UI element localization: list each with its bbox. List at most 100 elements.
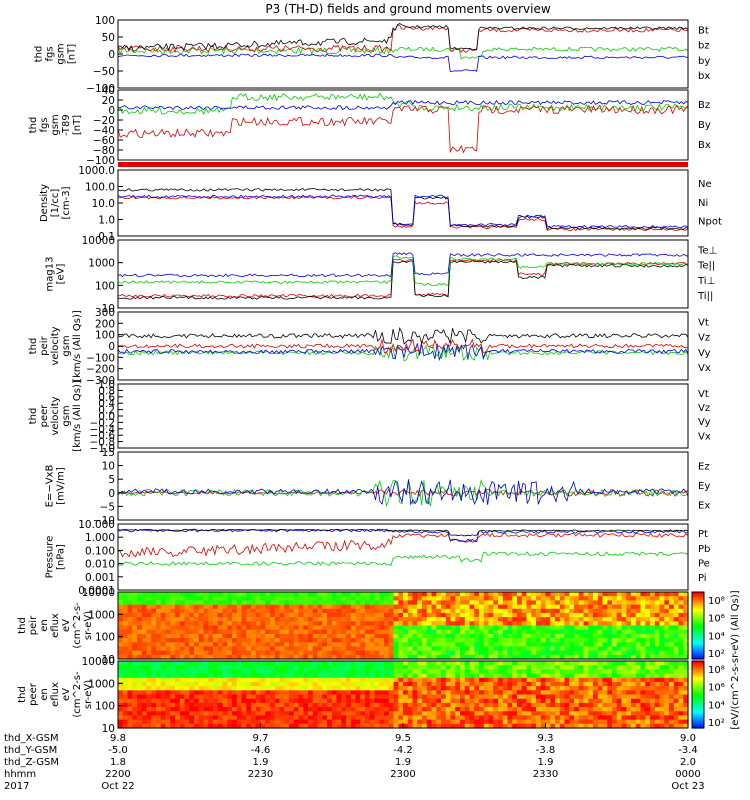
spectrogram-cell xyxy=(502,650,509,656)
spectrogram-cell xyxy=(184,617,190,622)
spectrogram-cell xyxy=(146,646,152,652)
spectrogram-cell xyxy=(379,642,385,648)
spectrogram-cell xyxy=(312,625,319,631)
spectrogram-cell xyxy=(232,677,238,683)
spectrogram-cell xyxy=(217,621,224,627)
spectrogram-cell xyxy=(203,650,209,656)
spectrogram-cell xyxy=(265,600,271,606)
spectrogram-cell xyxy=(165,698,171,704)
spectrogram-cell xyxy=(293,677,300,683)
spectrogram-cell xyxy=(374,698,380,704)
spectrogram-cell xyxy=(137,661,143,666)
spectrogram-cell xyxy=(422,673,428,679)
spectrogram-cell xyxy=(251,681,257,687)
spectrogram-cell xyxy=(137,612,143,618)
spectrogram-cell xyxy=(431,702,437,708)
spectrogram-cell xyxy=(426,719,433,725)
spectrogram-cell xyxy=(616,661,623,666)
spectrogram-cell xyxy=(232,625,238,631)
spectrogram-cell xyxy=(417,711,423,717)
spectrogram-cell xyxy=(189,698,195,704)
spectrogram-cell xyxy=(635,661,642,666)
spectrogram-cell xyxy=(132,629,138,635)
spectrogram-cell xyxy=(151,702,157,708)
legend-Vt: Vt xyxy=(698,318,709,329)
spectrogram-cell xyxy=(365,723,371,729)
spectrogram-cell xyxy=(493,625,499,631)
spectrogram-cell xyxy=(388,669,395,675)
spectrogram-cell xyxy=(175,673,181,679)
spectrogram-cell xyxy=(118,715,124,721)
spectrogram-cell xyxy=(146,642,152,648)
spectrogram-cell xyxy=(645,612,651,618)
spectrogram-cell xyxy=(464,669,471,675)
spectrogram-cell xyxy=(545,661,551,666)
spectrogram-cell xyxy=(517,690,523,696)
spectrogram-cell xyxy=(441,617,447,622)
spectrogram-cell xyxy=(222,690,228,696)
spectrogram-cell xyxy=(270,650,276,656)
spectrogram-cell xyxy=(426,629,433,635)
spectrogram-cell xyxy=(327,698,333,704)
spectrogram-cell xyxy=(317,625,323,631)
spectrogram-cell xyxy=(588,677,594,683)
spectrogram-cell xyxy=(631,681,637,687)
spectrogram-cell xyxy=(122,702,129,708)
spectrogram-cell xyxy=(151,600,157,606)
spectrogram-cell xyxy=(198,608,205,614)
spectrogram-cell xyxy=(593,681,599,687)
time-row-label: 2017 xyxy=(4,781,29,792)
spectrogram-cell xyxy=(555,673,561,679)
spectrogram-cell xyxy=(355,621,361,627)
spectrogram-cell xyxy=(555,633,561,639)
spectrogram-cell xyxy=(322,690,328,696)
spectrogram-cell xyxy=(274,625,281,631)
spectrogram-cell xyxy=(260,604,266,610)
spectrogram-cell xyxy=(388,707,395,712)
spectrogram-cell xyxy=(160,629,167,635)
spectrogram-cell xyxy=(355,690,361,696)
spectrogram-cell xyxy=(398,707,404,712)
spectrogram-cell xyxy=(132,650,138,656)
spectrogram-cell xyxy=(289,617,295,622)
spectrogram-cell xyxy=(346,715,352,721)
spectrogram-cell xyxy=(545,621,551,627)
legend-By: By xyxy=(698,120,711,131)
colorbar-tick-label: 10⁶ xyxy=(708,683,725,694)
spectrogram-cell xyxy=(341,654,347,660)
spectrogram-cell xyxy=(583,669,589,675)
spectrogram-cell xyxy=(374,600,380,606)
spectrogram-cell xyxy=(426,673,433,679)
colorbar-cell xyxy=(692,602,704,605)
spectrogram-cell xyxy=(222,698,228,704)
spectrogram-cell xyxy=(512,694,518,700)
spectrogram-cell xyxy=(450,625,456,631)
y-tick-label: −200 xyxy=(86,364,115,376)
colorbar-cell xyxy=(692,667,704,670)
spectrogram-cell xyxy=(398,665,404,670)
spectrogram-cell xyxy=(255,711,262,717)
spectrogram-cell xyxy=(578,702,585,708)
spectrogram-cell xyxy=(265,621,271,627)
spectrogram-cell xyxy=(426,702,433,708)
spectrogram-cell xyxy=(284,654,290,660)
spectrogram-cell xyxy=(488,600,494,606)
spectrogram-cell xyxy=(346,654,352,660)
spectrogram-cell xyxy=(474,633,480,639)
spectrogram-cell xyxy=(222,654,228,660)
spectrogram-cell xyxy=(593,711,599,717)
spectrogram-cell xyxy=(141,711,148,717)
spectrogram-cell xyxy=(574,661,580,666)
spectrogram-cell xyxy=(545,604,551,610)
spectrogram-cell xyxy=(455,669,461,675)
legend-bx: bx xyxy=(698,71,710,82)
spectrogram-cell xyxy=(417,629,423,635)
spectrogram-cell xyxy=(417,719,423,725)
spectrogram-cell xyxy=(293,702,300,708)
spectrogram-cell xyxy=(213,646,219,652)
spectrogram-cell xyxy=(175,694,181,700)
spectrogram-cell xyxy=(170,698,176,704)
spectrogram-cell xyxy=(194,665,200,670)
spectrogram-cell xyxy=(312,665,319,670)
